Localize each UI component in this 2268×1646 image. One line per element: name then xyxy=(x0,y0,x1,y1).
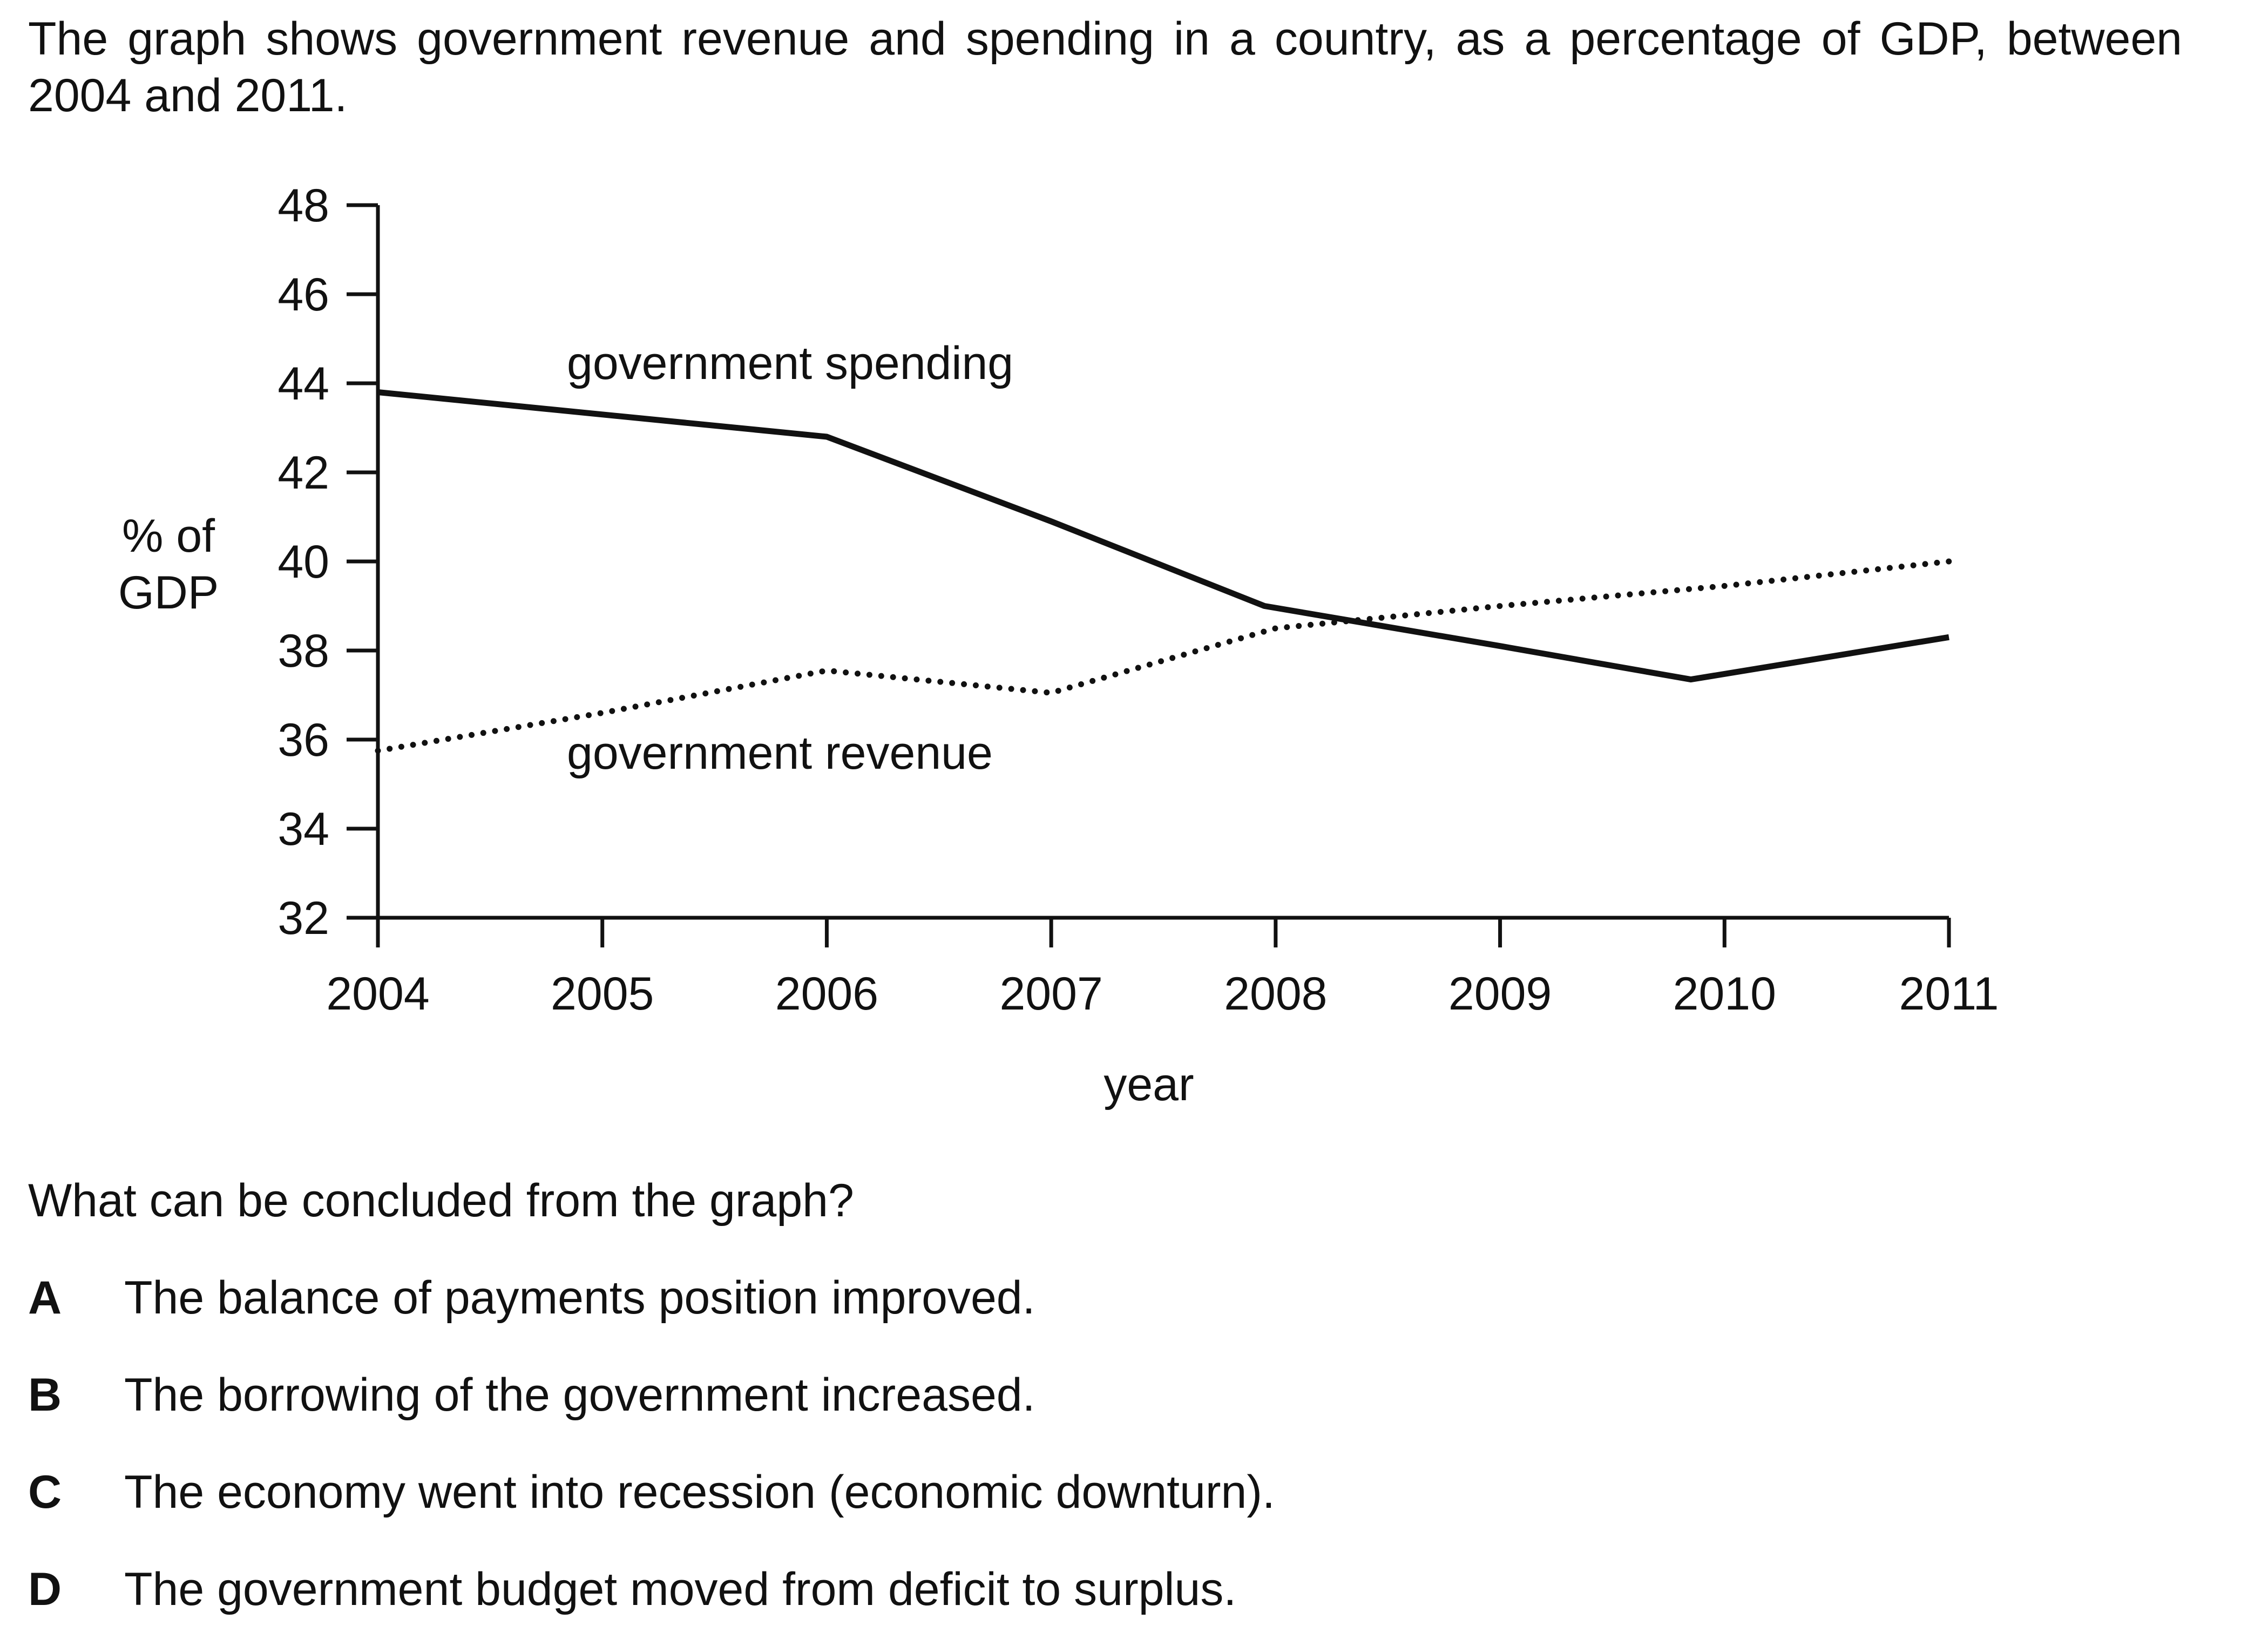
y-tick-label: 40 xyxy=(277,536,329,588)
x-tick-label: 2007 xyxy=(999,968,1102,1020)
x-tick-label: 2006 xyxy=(775,968,878,1020)
series-line-government-revenue xyxy=(375,558,1952,754)
y-tick-label: 36 xyxy=(277,714,329,766)
option-a: A The balance of payments position impro… xyxy=(28,1271,1035,1325)
intro-text: The graph shows government revenue and s… xyxy=(28,13,2182,121)
y-axis: 32 34 36 38 40 42 44 46 48 xyxy=(277,180,380,944)
y-tick-label: 34 xyxy=(277,803,329,855)
option-d: D The government budget moved from defic… xyxy=(28,1563,1236,1616)
option-b: B The borrowing of the government increa… xyxy=(28,1369,1035,1422)
y-tick-label: 44 xyxy=(277,358,329,410)
x-tick-label: 2008 xyxy=(1224,968,1327,1020)
x-axis: 2004 2005 2006 2007 2008 2009 2010 2011 xyxy=(326,916,1999,1020)
x-tick-label: 2005 xyxy=(551,968,654,1020)
option-text: The borrowing of the government increase… xyxy=(124,1369,1035,1421)
series-line-government-spending xyxy=(377,389,1949,683)
y-tick-label: 46 xyxy=(277,269,329,321)
option-letter: D xyxy=(28,1563,62,1615)
y-axis-label-line-2: GDP xyxy=(118,567,219,619)
x-tick-label: 2010 xyxy=(1673,968,1776,1020)
y-tick-label: 48 xyxy=(277,180,329,232)
series-label-government-revenue: government revenue xyxy=(567,727,993,779)
x-axis-label: year xyxy=(1103,1059,1194,1110)
option-text: The government budget moved from deficit… xyxy=(124,1563,1237,1615)
y-axis-label-line-1: % of xyxy=(122,510,215,562)
y-tick-label: 32 xyxy=(277,892,329,944)
option-letter: A xyxy=(28,1272,62,1324)
option-letter: B xyxy=(28,1369,62,1421)
option-text: The balance of payments position improve… xyxy=(124,1272,1035,1324)
x-tick-label: 2011 xyxy=(1899,968,1999,1020)
y-tick-label: 38 xyxy=(277,625,329,677)
series-label-government-spending: government spending xyxy=(567,337,1013,389)
option-c: C The economy went into recession (econo… xyxy=(28,1466,1275,1519)
option-text: The economy went into recession (economi… xyxy=(124,1466,1275,1518)
x-tick-label: 2009 xyxy=(1448,968,1552,1020)
x-tick-label: 2004 xyxy=(326,968,429,1020)
y-tick-label: 42 xyxy=(277,447,329,499)
option-letter: C xyxy=(28,1466,62,1518)
question-text: What can be concluded from the graph? xyxy=(28,1175,854,1227)
series-layer xyxy=(375,389,1952,754)
